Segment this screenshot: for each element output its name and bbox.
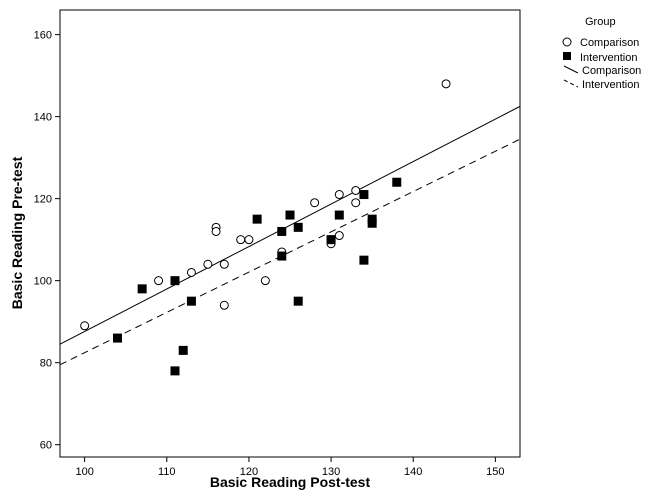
point-intervention — [326, 235, 336, 245]
y-tick-label: 60 — [40, 440, 52, 452]
legend-label-intervention-line: Intervention — [582, 79, 639, 91]
point-comparison — [351, 198, 361, 208]
point-comparison — [219, 300, 229, 310]
x-tick-label: 140 — [404, 466, 422, 478]
point-intervention — [392, 177, 402, 187]
x-tick-label: 110 — [158, 466, 176, 478]
y-tick-label: 120 — [34, 194, 52, 206]
point-intervention — [359, 190, 369, 200]
x-tick-label: 100 — [75, 466, 93, 478]
x-tick-label: 150 — [486, 466, 504, 478]
x-axis-title: Basic Reading Post-test — [210, 474, 371, 490]
point-intervention — [178, 345, 188, 355]
point-intervention — [113, 333, 122, 343]
point-comparison — [351, 185, 361, 195]
point-comparison — [203, 259, 213, 269]
legend-line-intervention — [563, 79, 579, 88]
fit-line-intervention — [59, 138, 521, 366]
point-intervention — [186, 296, 196, 306]
y-tick-label: 100 — [34, 276, 52, 288]
point-intervention — [293, 222, 303, 232]
point-intervention — [277, 251, 287, 261]
legend-label-intervention-points: Intervention — [580, 52, 637, 64]
x-tick-label: 120 — [240, 466, 258, 478]
point-comparison — [441, 79, 451, 89]
plot-frame — [59, 9, 521, 458]
point-intervention — [137, 284, 147, 294]
legend-line-comparison — [563, 65, 579, 74]
y-tick-label: 140 — [34, 112, 52, 124]
point-intervention — [252, 214, 262, 224]
point-comparison — [244, 235, 254, 245]
point-comparison — [260, 276, 270, 286]
point-intervention — [293, 296, 303, 306]
point-comparison — [186, 267, 196, 277]
legend-marker-intervention — [563, 52, 571, 60]
point-intervention — [334, 210, 344, 220]
point-intervention — [359, 255, 369, 265]
fit-line-comparison — [59, 105, 521, 345]
point-comparison — [80, 321, 90, 331]
legend-title: Group — [585, 16, 616, 28]
legend-marker-comparison — [562, 37, 572, 47]
y-tick-label: 160 — [34, 30, 52, 42]
x-tick-label: 130 — [322, 466, 340, 478]
point-comparison — [211, 226, 221, 236]
point-comparison — [236, 235, 246, 245]
y-tick-label: 80 — [40, 358, 52, 370]
legend-label-comparison-points: Comparison — [580, 37, 639, 49]
point-comparison — [154, 276, 164, 286]
legend: Group Comparison Intervention Comparison… — [562, 16, 641, 91]
point-intervention — [367, 218, 377, 228]
point-comparison — [219, 259, 229, 269]
legend-label-comparison-line: Comparison — [582, 65, 641, 77]
point-comparison — [334, 231, 344, 241]
point-intervention — [170, 366, 180, 376]
point-intervention — [170, 276, 180, 286]
point-intervention — [285, 210, 295, 220]
point-intervention — [277, 226, 287, 236]
point-comparison — [334, 190, 344, 200]
y-axis-title: Basic Reading Pre-test — [9, 156, 25, 309]
point-comparison — [310, 198, 320, 208]
